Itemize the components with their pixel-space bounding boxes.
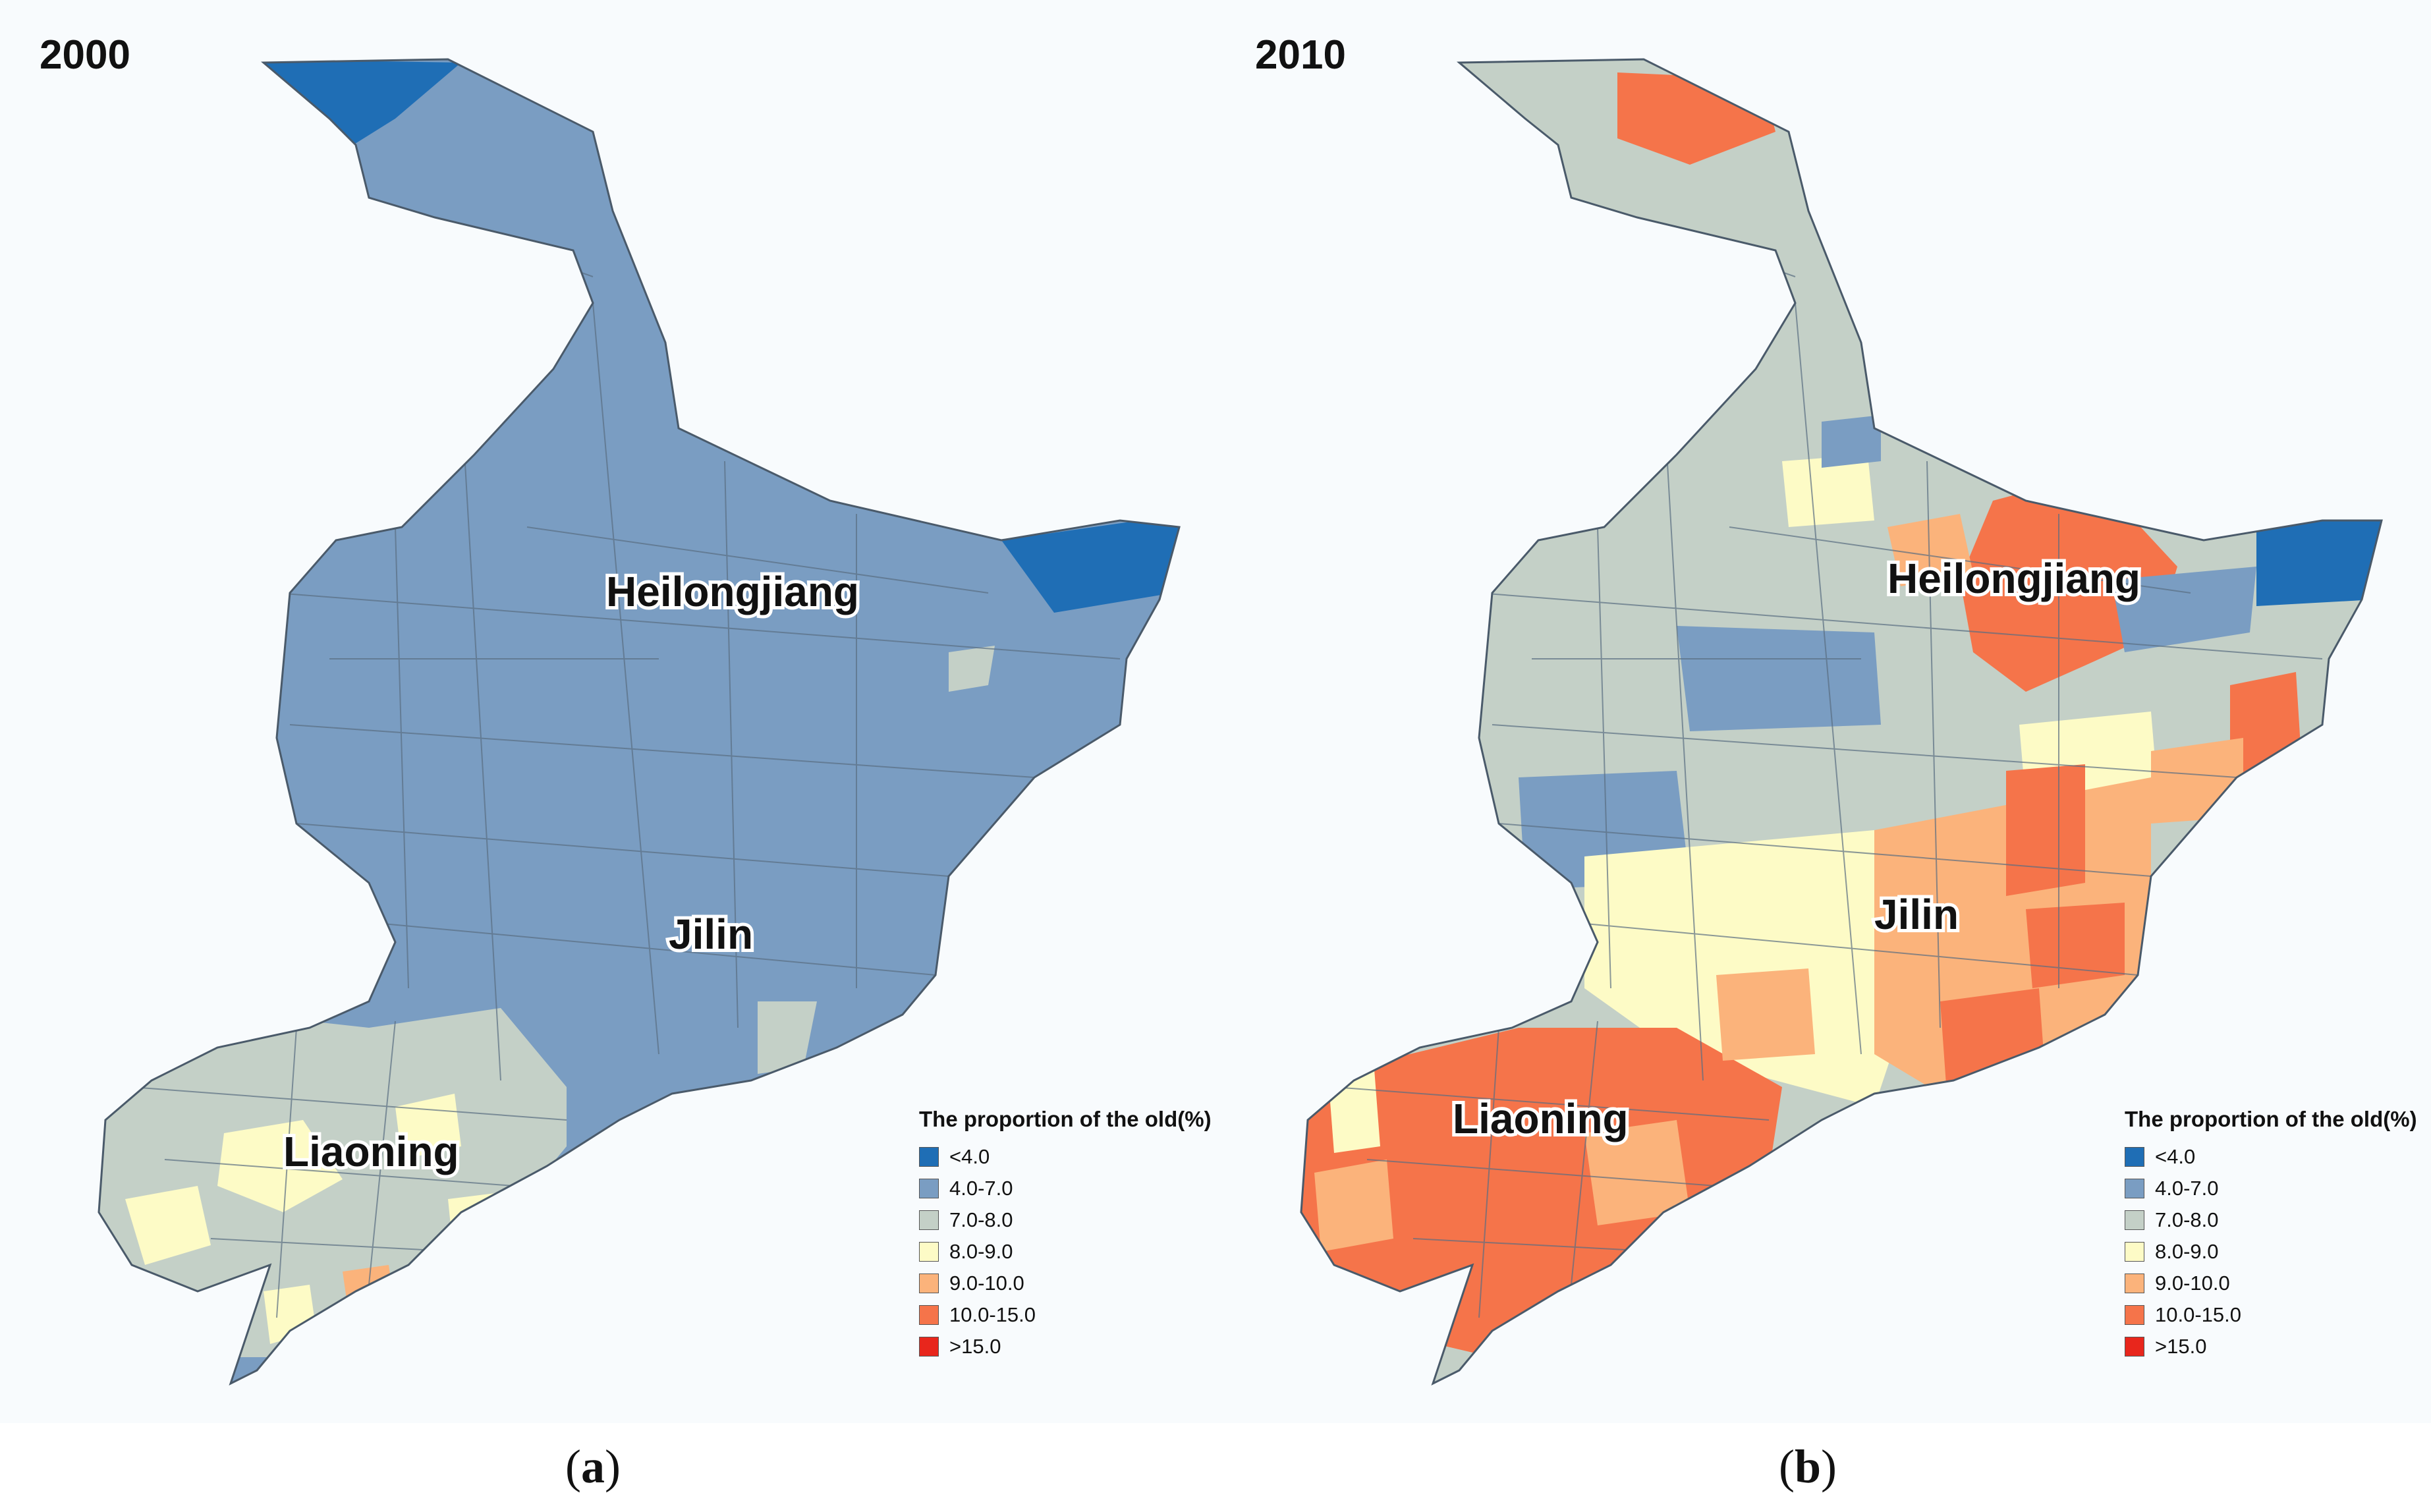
legend-item: 4.0-7.0: [2125, 1173, 2417, 1204]
caption-a: (a): [565, 1440, 621, 1493]
legend-swatch: [2125, 1305, 2144, 1325]
legend-swatch: [919, 1305, 939, 1325]
patch-8-9-b: [1314, 731, 1433, 817]
patch-9-10: [343, 1265, 395, 1318]
patch-8-9-liaoning: [1327, 1061, 1380, 1153]
patch-10-15-jilin-c: [1940, 988, 2046, 1094]
label-heilongjiang: Heilongjiang: [606, 568, 859, 615]
patch-10-15-jilin-b: [2026, 903, 2125, 988]
legend-swatch: [2125, 1242, 2144, 1262]
legend-label: 10.0-15.0: [2155, 1303, 2241, 1326]
legend-label: <4.0: [949, 1145, 990, 1168]
legend-label: <4.0: [2155, 1145, 2196, 1168]
legend-items-b: <4.0 4.0-7.0 7.0-8.0 8.0-9.0 9.0-10.0 10.0-15…: [2125, 1141, 2417, 1362]
year-title: 2010: [1255, 32, 1346, 78]
caption-b: (b): [1779, 1440, 1837, 1493]
label-jilin: Jilin: [669, 910, 753, 958]
label-liaoning: Liaoning: [283, 1128, 459, 1175]
legend-item: 4.0-7.0: [919, 1173, 1212, 1204]
choropleth-map-2000: Heilongjiang Jilin Liaoning: [98, 58, 1181, 1386]
legend-swatch: [2125, 1274, 2144, 1293]
legend-label: 4.0-7.0: [949, 1177, 1013, 1200]
legend-swatch: [919, 1210, 939, 1230]
legend-title: The proportion of the old(%): [919, 1107, 1212, 1131]
patch-4-7-d: [1822, 415, 1881, 468]
legend-item: <4.0: [2125, 1141, 2417, 1173]
legend-item: 7.0-8.0: [919, 1204, 1212, 1236]
patch-9-10-east: [2151, 738, 2243, 824]
legend-swatch: [919, 1242, 939, 1262]
patch-8-9-a: [1782, 455, 1874, 527]
map-panel-2000: 2000 Heilongjiang Jilin: [0, 0, 1216, 1423]
outer-boundary: [1300, 58, 2383, 1386]
county-borders: [131, 197, 1121, 1318]
patch-9-10-a: [1887, 514, 1973, 586]
legend-label: 8.0-9.0: [2155, 1240, 2219, 1263]
patch-9-10-liaoning-c: [1716, 968, 1815, 1061]
legend-item: 10.0-15.0: [2125, 1299, 2417, 1331]
region-liaoning-core: [1301, 1028, 1782, 1357]
legend-label: 9.0-10.0: [949, 1272, 1024, 1295]
legend-label: 10.0-15.0: [949, 1303, 1036, 1326]
legend-swatch: [919, 1179, 939, 1198]
patch-10-15-jilin-a: [2006, 764, 2085, 896]
outer-boundary: [98, 58, 1181, 1386]
legend-swatch: [2125, 1337, 2144, 1357]
patch-4-7-c: [2111, 567, 2256, 652]
patch-9-10-liaoning-b: [1584, 1120, 1690, 1225]
patch-8-9-5: [264, 1285, 316, 1344]
legend-item: 9.0-10.0: [919, 1268, 1212, 1299]
choropleth-map-2010: Heilongjiang Jilin Liaoning: [1300, 58, 2383, 1386]
legend-item: 10.0-15.0: [919, 1299, 1212, 1331]
label-liaoning: Liaoning: [1453, 1095, 1629, 1142]
legend-label: >15.0: [2155, 1335, 2207, 1358]
patch-4-7-b: [1677, 626, 1881, 731]
legend-label: 8.0-9.0: [949, 1240, 1013, 1263]
patch-8-9-2: [125, 1186, 211, 1265]
legend-swatch: [919, 1147, 939, 1167]
patch-7-8-east-b: [758, 1001, 817, 1074]
legend-item: >15.0: [919, 1331, 1212, 1362]
legend-label: >15.0: [949, 1335, 1001, 1358]
year-title: 2000: [40, 32, 130, 78]
region-east-tip: [2256, 514, 2382, 606]
legend: The proportion of the old(%) <4.0 4.0-7.0…: [919, 1107, 1212, 1362]
legend-swatch: [2125, 1210, 2144, 1230]
patch-7-8-liaoning: [1789, 1113, 1874, 1192]
legend-swatch: [2125, 1179, 2144, 1198]
legend-label: 7.0-8.0: [949, 1208, 1013, 1231]
legend-swatch: [919, 1337, 939, 1357]
patch-7-8-east-a: [949, 646, 995, 692]
legend-item: 7.0-8.0: [2125, 1204, 2417, 1236]
legend-label: 9.0-10.0: [2155, 1272, 2230, 1295]
legend-title: The proportion of the old(%): [2125, 1107, 2417, 1131]
legend-items-a: <4.0 4.0-7.0 7.0-8.0 8.0-9.0 9.0-10.0 10.0-15…: [919, 1141, 1212, 1362]
legend-item: 8.0-9.0: [919, 1236, 1212, 1268]
patch-8-9-1: [217, 1120, 343, 1212]
patch-9-10-liaoning-a: [1314, 1160, 1393, 1252]
legend-item: 8.0-9.0: [2125, 1236, 2417, 1268]
legend-swatch: [919, 1274, 939, 1293]
label-jilin: Jilin: [1874, 891, 1959, 938]
legend-item: >15.0: [2125, 1331, 2417, 1362]
patch-8-9-4: [448, 1192, 501, 1265]
legend-item: <4.0: [919, 1141, 1212, 1173]
region-east-tip: [1001, 514, 1179, 613]
legend-label: 4.0-7.0: [2155, 1177, 2219, 1200]
map-panel-2010: 2010: [1216, 0, 2431, 1423]
legend-label: 7.0-8.0: [2155, 1208, 2219, 1231]
legend-item: 9.0-10.0: [2125, 1268, 2417, 1299]
legend: The proportion of the old(%) <4.0 4.0-7.0…: [2125, 1107, 2417, 1362]
label-heilongjiang: Heilongjiang: [1887, 555, 2140, 602]
legend-swatch: [2125, 1147, 2144, 1167]
